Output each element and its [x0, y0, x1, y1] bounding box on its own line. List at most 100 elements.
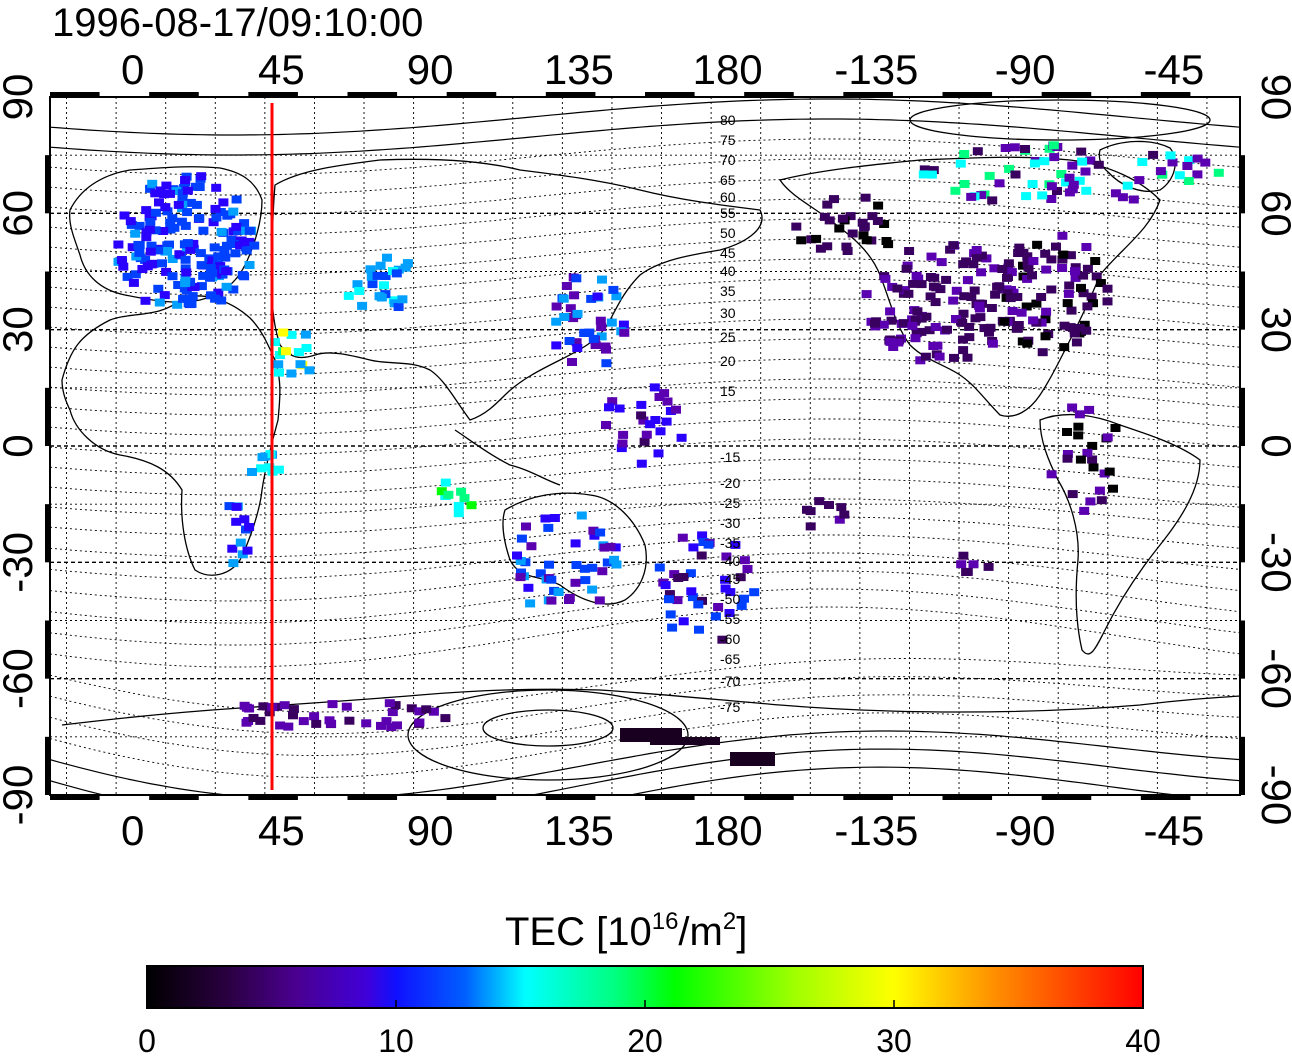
tec-cell: [1059, 321, 1070, 330]
tec-cell: [551, 317, 562, 326]
tec-cell: [207, 269, 218, 278]
tec-cell: [144, 225, 155, 234]
tec-cell: [1006, 268, 1017, 277]
tec-cell: [116, 256, 127, 264]
tec-cell: [571, 338, 582, 347]
lat-tick-label-right: -60: [1253, 648, 1292, 709]
tec-cell: [215, 208, 226, 216]
lat-tick-label-left: -60: [0, 648, 41, 709]
tec-cell: [354, 287, 365, 295]
tec-cell: [951, 315, 961, 323]
tec-cell: [161, 181, 172, 190]
tec-cell: [241, 246, 252, 255]
lat-tick-label-left: 0: [0, 434, 41, 457]
contour-label: 25: [720, 329, 736, 345]
tec-cell: [608, 285, 619, 294]
frame-bar-top: [1140, 92, 1191, 97]
tec-cell: [1004, 164, 1015, 173]
frame-bar-bottom: [942, 795, 993, 800]
tec-cell: [1073, 422, 1084, 431]
tec-cell: [1084, 405, 1095, 414]
tec-cell: [178, 294, 189, 303]
tec-cell: [384, 699, 395, 708]
tec-cell: [244, 523, 255, 531]
tec-cell: [968, 260, 979, 269]
tec-cell: [600, 342, 611, 351]
tec-cell: [185, 198, 196, 207]
tec-cell: [1090, 257, 1101, 265]
tec-cell: [183, 299, 194, 308]
tec-cell: [983, 562, 994, 571]
tec-cell: [239, 515, 250, 524]
lon-tick-label-bottom: 180: [693, 807, 763, 854]
tec-cell: [602, 558, 613, 567]
tec-cell: [525, 599, 536, 608]
tec-cell: [930, 323, 941, 331]
tec-cell: [587, 585, 598, 594]
tec-cell: [860, 193, 871, 202]
tec-cell: [1046, 255, 1057, 264]
tec-cell: [958, 551, 969, 560]
lon-tick-labels-top: 0 45 90 135 180 -135 -90 -45: [121, 46, 1204, 93]
tec-cell: [610, 543, 621, 552]
contour-line: [50, 198, 1240, 236]
tec-cell: [1074, 410, 1085, 419]
tec-cell: [710, 612, 721, 621]
tec-cell: [386, 723, 397, 732]
tec-cell: [580, 576, 591, 585]
tec-cell: [616, 444, 627, 453]
tec-cell: [264, 708, 275, 717]
tec-cell: [696, 551, 707, 560]
frame-bar-right: [1240, 736, 1245, 795]
lat-tick-label-left: 90: [0, 74, 41, 121]
tec-cell: [1182, 162, 1193, 170]
tec-cell: [1046, 285, 1057, 294]
tec-cell: [1032, 240, 1043, 249]
tec-cell: [344, 716, 355, 725]
contour-line: [50, 588, 1240, 646]
tec-cell: [391, 269, 402, 278]
tec-cell: [1110, 424, 1121, 432]
tec-cell: [150, 208, 161, 217]
tec-cell: [227, 544, 238, 553]
tec-cell: [659, 389, 670, 398]
tec-cell: [1016, 308, 1027, 317]
lon-tick-label-bottom: 0: [121, 807, 144, 854]
tec-cell: [1028, 257, 1039, 265]
tec-cell: [1040, 249, 1051, 258]
tec-cell: [805, 522, 816, 531]
tec-cell: [948, 241, 959, 250]
tec-cell: [984, 171, 995, 180]
tec-cell: [990, 290, 1001, 299]
tec-cell: [1037, 191, 1048, 200]
tec-cell: [181, 268, 192, 277]
tec-cell: [1074, 324, 1085, 332]
tec-cell: [1082, 448, 1093, 457]
tec-cell: [579, 328, 590, 337]
tec-cell: [535, 569, 546, 578]
tec-cell: [639, 437, 650, 446]
tec-cell: [822, 242, 833, 251]
tec-cell: [599, 543, 610, 552]
tec-cell: [133, 240, 144, 249]
tec-cell: [406, 704, 417, 713]
tec-cell: [611, 560, 622, 569]
tec-cell: [1134, 176, 1145, 185]
tec-cell: [210, 204, 221, 213]
tec-cell: [551, 302, 562, 311]
tec-cell: [966, 293, 977, 301]
frame-bar-bottom: [347, 795, 398, 800]
tec-cell: [611, 292, 622, 301]
tec-cell: [636, 459, 647, 468]
tec-cell: [1102, 297, 1113, 306]
tec-cell: [907, 321, 918, 330]
tec-cell: [341, 702, 352, 711]
tec-cell: [526, 542, 537, 551]
tec-cell: [255, 716, 266, 725]
tec-cell: [969, 286, 980, 295]
tec-cell: [549, 514, 560, 522]
tec-cell: [211, 213, 222, 222]
tec-cell: [725, 588, 736, 597]
lat-tick-label-right: 60: [1253, 190, 1292, 237]
tec-cell: [1056, 170, 1067, 178]
